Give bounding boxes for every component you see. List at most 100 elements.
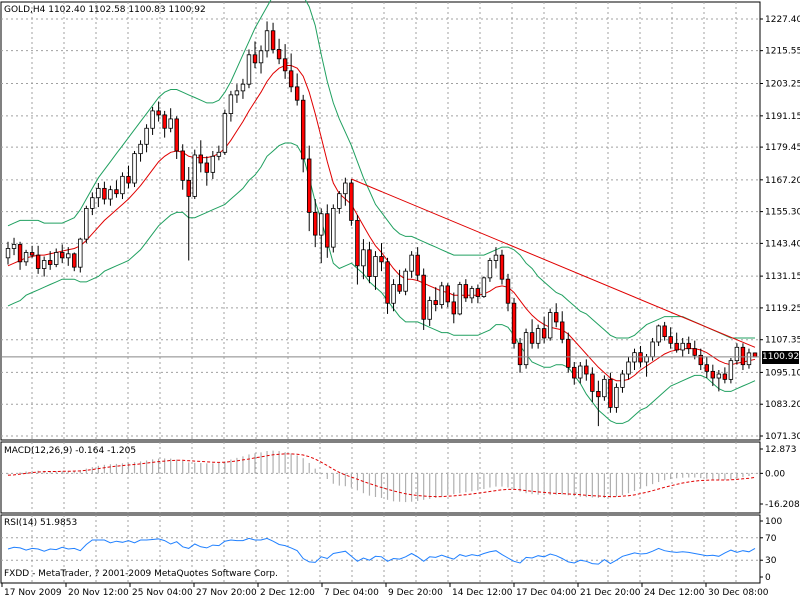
candle-body <box>590 373 595 392</box>
trend-line <box>351 178 756 348</box>
candle-body <box>343 182 348 195</box>
candle-body <box>560 321 565 340</box>
time-tick-label: 20 Nov 12:00 <box>68 588 129 598</box>
candle-body <box>228 94 234 114</box>
candle-body <box>620 373 625 388</box>
candle-body <box>53 252 59 265</box>
candle-body <box>614 386 619 408</box>
candle-body <box>174 118 179 152</box>
candle-body <box>469 288 475 299</box>
price-tick-label: 1155.30 <box>765 208 800 218</box>
time-tick-label: 21 Dec 20:00 <box>580 588 641 598</box>
current-price-marker: 1100.92 <box>762 351 800 364</box>
candle-body <box>716 373 722 379</box>
price-tick-label: 1215.55 <box>765 47 800 57</box>
bollinger-upper-band <box>7 0 755 339</box>
candle-body <box>252 54 258 64</box>
candle-body <box>192 154 197 197</box>
candle-body <box>457 284 463 315</box>
candle-body <box>584 365 589 375</box>
candle-body <box>288 70 294 88</box>
candle-body <box>397 284 402 292</box>
candle-body <box>29 252 35 256</box>
candle-body <box>578 365 583 379</box>
candle-body <box>728 360 734 380</box>
candle-body <box>566 338 571 368</box>
candle-body <box>313 212 318 236</box>
candle-body <box>300 99 306 160</box>
candle-body <box>626 361 631 375</box>
price-tick-label: 1143.40 <box>765 239 800 249</box>
candle-body <box>505 278 511 304</box>
bollinger-lower-band <box>7 142 756 424</box>
price-tick-label: 1119.25 <box>765 304 800 314</box>
candle-body <box>72 253 77 268</box>
time-tick-label: 9 Dec 20:00 <box>388 588 443 598</box>
candle-body <box>475 288 481 297</box>
candle-body <box>644 356 649 363</box>
rsi-tick-label: 100 <box>765 517 782 527</box>
candle-body <box>41 260 47 269</box>
candle-body <box>674 342 679 351</box>
candle-body <box>114 189 119 195</box>
candle-body <box>186 179 191 197</box>
candle-body <box>680 342 685 351</box>
time-tick-label: 30 Dec 08:00 <box>708 588 769 598</box>
candle-body <box>355 220 360 267</box>
price-tick-label: 1071.30 <box>765 432 800 442</box>
candle-body <box>511 302 517 344</box>
candle-body <box>210 155 216 173</box>
candle-body <box>132 153 137 184</box>
candle-body <box>90 197 95 209</box>
candle-body <box>662 325 667 338</box>
time-tick-label: 27 Nov 20:00 <box>196 588 257 598</box>
candle-body <box>752 352 758 358</box>
rsi-label: RSI(14) 51.9853 <box>4 518 78 528</box>
candle-body <box>421 274 426 320</box>
candle-body <box>198 154 203 164</box>
candle-body <box>270 30 276 50</box>
candle-body <box>433 300 438 305</box>
candle-body <box>427 300 432 320</box>
candle-body <box>126 175 131 184</box>
time-tick-label: 17 Dec 04:00 <box>516 588 577 598</box>
candle-body <box>23 252 29 263</box>
candle-body <box>373 256 378 277</box>
candle-body <box>535 328 541 344</box>
macd-signal-line <box>7 453 756 498</box>
candle-body <box>258 50 264 64</box>
candle-body <box>379 256 384 263</box>
price-tick-label: 1095.10 <box>765 368 800 378</box>
candle-body <box>5 248 11 259</box>
candle-body <box>722 373 728 380</box>
candle-body <box>439 285 444 305</box>
macd-label: MACD(12,26,9) -0.164 -1.205 <box>4 446 137 456</box>
candle-body <box>391 284 396 304</box>
candle-body <box>668 336 673 344</box>
candle-body <box>96 187 101 199</box>
candle-body <box>307 158 312 213</box>
candle-body <box>367 249 372 277</box>
candle-body <box>35 254 41 269</box>
candle-body <box>463 284 469 299</box>
candle-body <box>361 249 366 267</box>
candle-body <box>451 301 456 315</box>
time-tick-label: 7 Dec 04:00 <box>324 588 379 598</box>
candle-body <box>385 261 390 304</box>
candle-body <box>294 86 300 101</box>
candle-body <box>686 342 691 350</box>
candle-body <box>156 110 161 116</box>
candle-body <box>150 110 155 129</box>
price-tick-label: 1179.45 <box>765 143 800 153</box>
candle-body <box>78 238 83 268</box>
candle-body <box>487 260 493 279</box>
time-tick-label: 17 Nov 2009 <box>4 588 62 598</box>
candle-body <box>481 277 487 297</box>
candle-body <box>493 254 499 261</box>
rsi-tick-label: 0 <box>765 573 771 583</box>
candle-body <box>734 346 740 362</box>
price-tick-label: 1083.20 <box>765 400 800 410</box>
candle-body <box>403 270 408 292</box>
